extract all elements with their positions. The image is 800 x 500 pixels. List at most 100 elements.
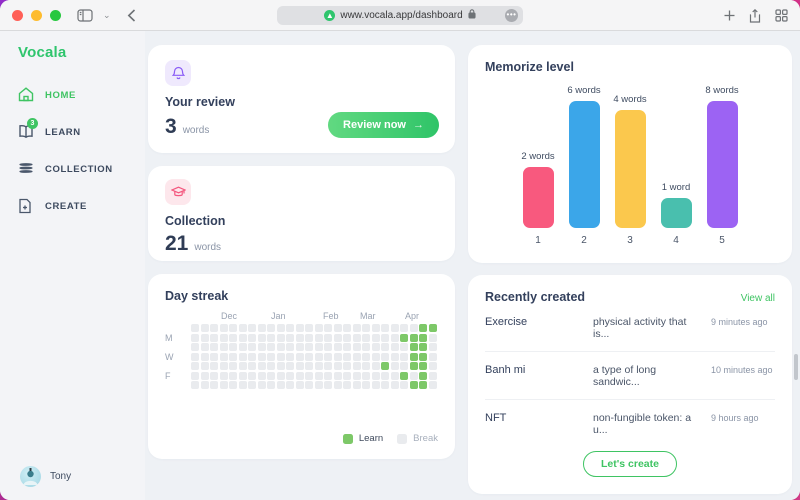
heatmap-cell — [362, 381, 370, 389]
heatmap-cell — [381, 381, 389, 389]
view-all-link[interactable]: View all — [740, 293, 775, 304]
heatmap-cell — [324, 371, 332, 380]
heatmap-cell — [409, 371, 418, 380]
recent-term: Exercise — [485, 316, 528, 328]
heatmap-cell — [333, 371, 342, 380]
heatmap-cell — [200, 352, 209, 361]
heatmap-cell — [352, 371, 361, 380]
heatmap-cell — [257, 352, 266, 361]
heatmap-cell — [219, 352, 228, 361]
heatmap-grid — [191, 324, 437, 391]
share-icon[interactable] — [749, 8, 761, 23]
bar-group: 2 words 1 — [521, 80, 554, 246]
sidebar-item-create[interactable]: CREATE — [18, 198, 145, 214]
heatmap-cell — [343, 333, 351, 342]
heatmap-cell — [409, 362, 418, 370]
sidebar-item-learn[interactable]: 3 LEARN — [18, 118, 145, 140]
heatmap-cell — [419, 381, 427, 389]
heatmap-cell — [191, 324, 199, 332]
heatmap-cell — [409, 352, 418, 361]
heatmap-cell — [286, 343, 294, 351]
address-bar[interactable]: ▲ www.vocala.app/dashboard ••• — [277, 6, 523, 25]
review-unit: words — [182, 125, 210, 136]
heatmap-cell — [210, 333, 218, 342]
legend-swatch — [397, 433, 408, 444]
heatmap-cell — [371, 343, 380, 351]
url-text: www.vocala.app/dashboard — [340, 10, 463, 21]
heatmap-cell — [314, 343, 323, 351]
legend-item: Break — [397, 433, 438, 444]
heatmap-cell — [267, 333, 275, 342]
heatmap-cell — [286, 324, 294, 332]
user-profile[interactable]: Tony — [20, 466, 71, 487]
sidebar-toggle-icon[interactable] — [77, 8, 93, 22]
review-now-button[interactable]: Review now → — [328, 112, 439, 138]
minimize-window-button[interactable] — [31, 9, 42, 21]
heatmap-cell — [371, 324, 380, 332]
heatmap-cell — [419, 362, 427, 370]
zoom-window-button[interactable] — [50, 9, 61, 21]
page-options-icon[interactable]: ••• — [505, 9, 518, 22]
heatmap-cell — [191, 371, 199, 380]
lets-create-button[interactable]: Let's create — [583, 451, 677, 477]
recent-item-row[interactable]: NFT non-fungible token: a u... 9 hours a… — [485, 400, 775, 447]
recent-time: 9 minutes ago — [711, 317, 768, 327]
heatmap-cell — [286, 381, 294, 389]
heatmap-cell — [238, 371, 247, 380]
bar-group: 6 words 2 — [567, 80, 601, 246]
recently-created-card: Recently created View all Exercise physi… — [468, 275, 792, 494]
bar — [568, 101, 600, 228]
heatmap-cell — [257, 324, 266, 332]
sidebar-item-label: COLLECTION — [45, 163, 113, 175]
heatmap-cell — [229, 324, 237, 332]
bar-value-label: 6 words — [567, 85, 601, 96]
heatmap-cell — [267, 381, 275, 389]
heatmap-cell — [286, 352, 294, 361]
heatmap-cell — [248, 352, 256, 361]
tab-overview-icon[interactable] — [775, 9, 788, 22]
scrollbar[interactable] — [794, 354, 798, 380]
heatmap-cell — [419, 343, 427, 351]
heatmap-cell — [305, 333, 313, 342]
close-window-button[interactable] — [12, 9, 23, 21]
heatmap-cell — [238, 324, 247, 332]
legend-label: Learn — [358, 433, 384, 444]
heatmap-cell — [314, 371, 323, 380]
bar — [614, 110, 646, 228]
memorize-level-card: Memorize level 2 words 1 6 words 2 4 words 3 1… — [468, 45, 792, 263]
heatmap-month-labels: Dec Jan Feb Mar Apr — [191, 311, 438, 324]
heatmap-cell — [343, 362, 351, 370]
heatmap-cell — [229, 352, 237, 361]
sidebar-item-home[interactable]: HOME — [18, 87, 145, 103]
bar-x-label: 2 — [581, 235, 587, 246]
heatmap-cell — [248, 324, 256, 332]
sidebar-item-collection[interactable]: COLLECTION — [18, 161, 145, 177]
heatmap-cell — [333, 343, 342, 351]
heatmap-cell — [229, 343, 237, 351]
new-tab-icon[interactable] — [724, 10, 735, 21]
site-favicon-icon: ▲ — [324, 10, 336, 21]
back-icon[interactable] — [127, 8, 136, 22]
heatmap-cell — [200, 371, 209, 380]
heatmap-cell — [362, 333, 370, 342]
heatmap-cell — [238, 343, 247, 351]
heatmap-cell — [219, 324, 228, 332]
heatmap-cell — [343, 381, 351, 389]
chevron-down-icon[interactable]: ⌄ — [103, 9, 111, 20]
heatmap-cell — [371, 362, 380, 370]
heatmap-cell — [352, 333, 361, 342]
heatmap-cell — [428, 362, 437, 370]
heatmap-cell — [428, 381, 437, 389]
bar-value-label: 1 word — [661, 182, 691, 193]
heatmap-cell — [390, 362, 399, 370]
recent-item-row[interactable]: Banh mi a type of long sandwic... 10 min… — [485, 352, 775, 400]
heatmap-cell — [371, 371, 380, 380]
learn-badge: 3 — [27, 118, 38, 129]
recent-item-row[interactable]: Exercise physical activity that is... 9 … — [485, 304, 775, 352]
bar-group: 8 words 5 — [705, 80, 738, 246]
heatmap-cell — [400, 371, 408, 380]
heatmap-cell — [371, 381, 380, 389]
heatmap-cell — [267, 352, 275, 361]
